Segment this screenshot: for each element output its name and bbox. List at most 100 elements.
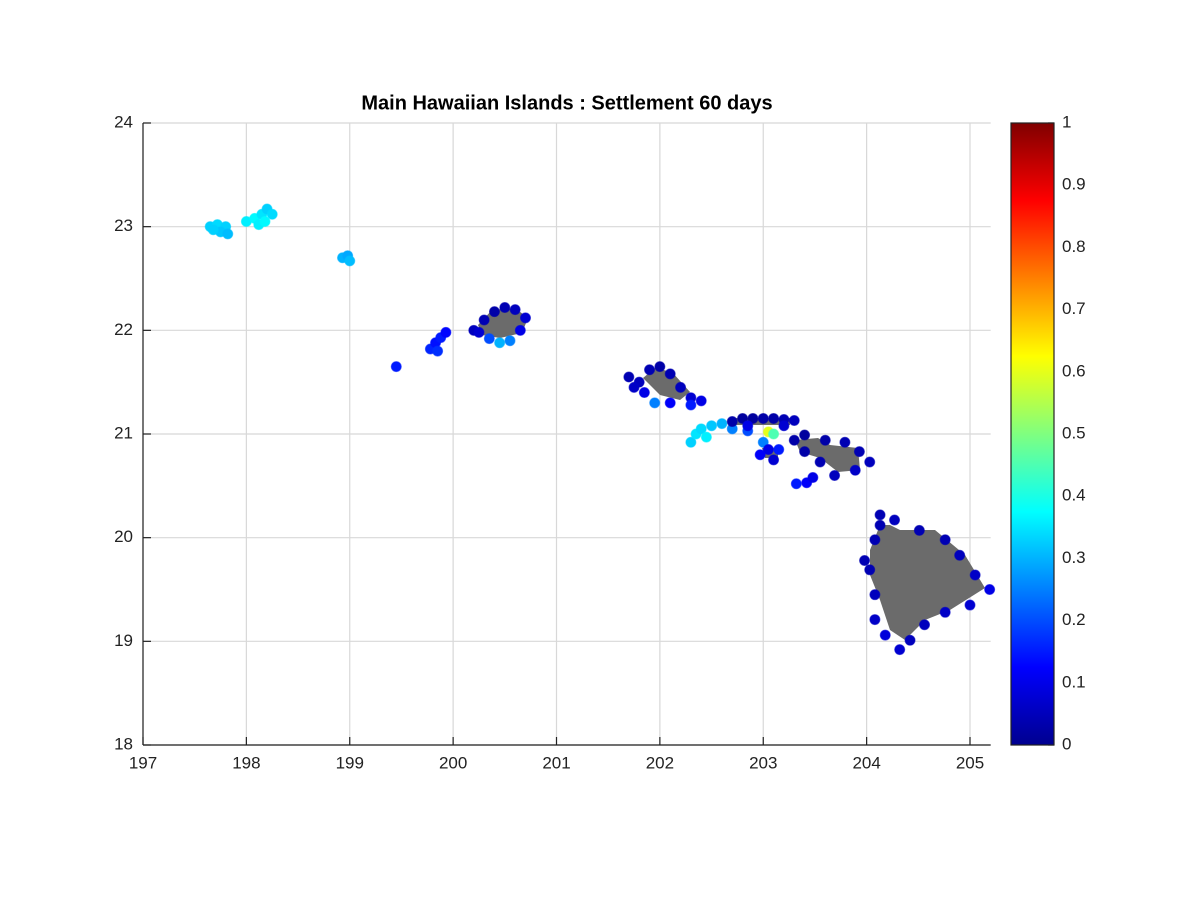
y-tick-label: 24: [114, 112, 133, 131]
point: [788, 434, 800, 446]
point: [390, 361, 402, 373]
x-tick-label: 199: [336, 753, 364, 772]
colorbar-tick-label: 0.5: [1062, 423, 1086, 442]
point: [849, 464, 861, 476]
colorbar-tick-label: 0.2: [1062, 610, 1086, 629]
point: [919, 619, 931, 631]
point: [839, 436, 851, 448]
point: [778, 420, 790, 432]
point: [473, 326, 485, 338]
colorbar-tick-label: 1: [1062, 112, 1071, 131]
point: [488, 306, 500, 318]
point: [799, 446, 811, 458]
x-tick-label: 204: [852, 753, 880, 772]
point: [742, 420, 754, 432]
x-tick-label: 200: [439, 753, 467, 772]
point: [628, 381, 640, 393]
y-tick-label: 21: [114, 423, 133, 442]
point: [773, 444, 785, 456]
point: [685, 436, 697, 448]
points: [204, 203, 996, 656]
point: [790, 478, 802, 490]
point: [664, 397, 676, 409]
point: [799, 429, 811, 441]
point: [904, 634, 916, 646]
colorbar-tick-label: 0.8: [1062, 237, 1086, 256]
x-tick-label: 197: [129, 753, 157, 772]
point: [519, 312, 531, 324]
colorbar: [1010, 122, 1055, 746]
point: [864, 456, 876, 468]
x-tick-label: 203: [749, 753, 777, 772]
axes: 197 198 199 200 201 202 203 204 205 18 19 20 21 22 23 2…: [114, 112, 1086, 772]
point: [685, 399, 697, 411]
colorbar-tick-label: 0.3: [1062, 548, 1086, 567]
point: [266, 208, 278, 220]
point: [432, 345, 444, 357]
point: [768, 428, 780, 440]
point: [814, 456, 826, 468]
point: [939, 606, 951, 618]
x-tick-label: 205: [956, 753, 984, 772]
point: [726, 416, 738, 428]
point: [695, 423, 707, 435]
y-tick-label: 18: [114, 734, 133, 753]
point: [440, 326, 452, 338]
point: [623, 371, 635, 383]
point: [654, 361, 666, 373]
point: [514, 324, 526, 336]
point: [638, 387, 650, 399]
point: [879, 629, 891, 641]
point: [754, 449, 766, 461]
chart-title: Main Hawaiian Islands : Settlement 60 da…: [361, 92, 772, 114]
point: [494, 337, 506, 349]
colorbar-tick-label: 0.6: [1062, 361, 1086, 380]
point: [869, 589, 881, 601]
point: [509, 304, 521, 316]
x-tick-label: 202: [646, 753, 674, 772]
point: [954, 549, 966, 561]
point: [222, 228, 234, 240]
point: [649, 397, 661, 409]
point: [894, 644, 906, 656]
x-tick-label: 201: [542, 753, 570, 772]
point: [819, 434, 831, 446]
land: [478, 308, 985, 640]
point: [853, 446, 865, 458]
point: [939, 534, 951, 546]
point: [644, 364, 656, 376]
point: [768, 412, 780, 424]
point: [788, 415, 800, 427]
x-tick-label: 198: [232, 753, 260, 772]
point: [259, 215, 271, 227]
colorbar-tick-label: 0.7: [1062, 299, 1086, 318]
point: [675, 381, 687, 393]
point: [757, 412, 769, 424]
colorbar-tick-label: 0: [1062, 734, 1071, 753]
point: [969, 569, 981, 581]
colorbar-tick-label: 0.9: [1062, 175, 1086, 194]
colorbar-tick-label: 0.1: [1062, 672, 1086, 691]
point: [706, 420, 718, 432]
point: [869, 534, 881, 546]
point: [859, 554, 871, 566]
point: [207, 224, 219, 236]
point: [874, 519, 886, 531]
point: [869, 614, 881, 626]
point: [483, 333, 495, 345]
point: [913, 524, 925, 536]
colorbar-tick-label: 0.4: [1062, 486, 1086, 505]
point: [984, 584, 996, 595]
point: [807, 472, 819, 484]
point: [889, 514, 901, 526]
y-tick-label: 23: [114, 216, 133, 235]
point: [478, 314, 490, 326]
point: [716, 418, 728, 430]
point: [700, 431, 712, 443]
point: [664, 368, 676, 380]
grid: [142, 122, 991, 746]
point: [768, 454, 780, 466]
point: [695, 395, 707, 407]
y-tick-label: 22: [114, 320, 133, 339]
